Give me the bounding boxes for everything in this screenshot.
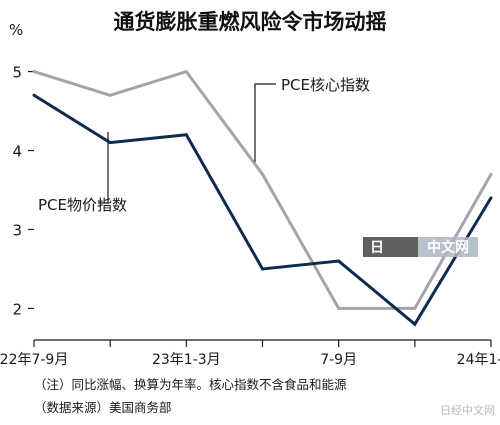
series-1-point xyxy=(261,267,264,271)
footnote-source: （数据来源）美国商务部 xyxy=(34,400,172,415)
watermark-badge-left xyxy=(363,237,418,257)
series-0-point xyxy=(489,172,493,176)
series-0-point xyxy=(413,306,417,310)
watermark-badge-right-text: 中文网 xyxy=(427,239,469,256)
x-tick-label: 24年1-3月 xyxy=(457,352,500,368)
series-1-point xyxy=(184,133,188,137)
y-tick-label: 3 xyxy=(12,221,22,239)
series-0-point xyxy=(184,70,188,74)
label-leaders xyxy=(98,83,276,204)
y-tick-label: 4 xyxy=(12,143,22,161)
watermark-badge-left-text: 日 xyxy=(370,240,384,256)
series-1-point xyxy=(413,322,417,326)
series-1-point xyxy=(32,93,36,97)
watermark-corner: 日经中文网 xyxy=(440,403,495,417)
core-label-leader xyxy=(254,83,276,162)
series-0-point xyxy=(337,306,341,310)
chart-title: 通货膨胀重燃风险令市场动摇 xyxy=(114,10,387,34)
series-line-0 xyxy=(33,69,493,310)
x-tick-label: 7-9月 xyxy=(320,352,357,368)
footnote-note: （注）同比涨幅、换算为年率。核心指数不含食品和能源 xyxy=(34,377,347,392)
x-tick-label: 22年7-9月 xyxy=(0,352,68,368)
series-label-pce: PCE物价指数 xyxy=(38,196,127,214)
series-1-point xyxy=(337,259,341,263)
y-tick-label: 5 xyxy=(12,64,22,82)
y-tick-label: 2 xyxy=(12,300,22,318)
series-0-point xyxy=(108,93,112,97)
series-1-point xyxy=(108,141,112,145)
watermark-badge-right xyxy=(418,237,478,257)
x-axis: 22年7-9月 23年1-3月 7-9月 24年1-3月 xyxy=(0,339,500,368)
y-unit-label: % xyxy=(9,21,23,39)
series-label-core: PCE核心指数 xyxy=(281,76,370,94)
watermark-badge: 日 中文网 xyxy=(363,237,478,257)
series-0-point xyxy=(32,70,36,74)
pce-label-leader xyxy=(98,132,109,204)
x-tick-label: 23年1-3月 xyxy=(152,352,221,368)
series-0-point xyxy=(261,172,264,176)
series-1-point xyxy=(489,196,493,200)
series-lines xyxy=(32,69,493,327)
y-axis-ticks: 2 3 4 5 xyxy=(12,64,34,318)
